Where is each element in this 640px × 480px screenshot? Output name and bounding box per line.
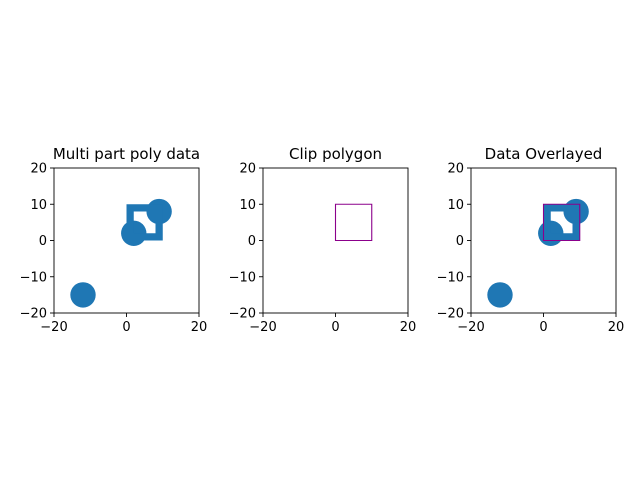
y-tick-label: 0 — [248, 234, 256, 249]
plot-area — [487, 198, 589, 308]
x-tick-label: 20 — [191, 320, 208, 335]
subplot-title: Multi part poly data — [53, 145, 200, 163]
clip-polygon-outline — [334, 203, 373, 242]
x-tick-label: −20 — [249, 320, 276, 335]
square-polygon-with-hole — [543, 204, 580, 241]
square-polygon-with-hole — [126, 204, 163, 241]
plot-area — [70, 198, 172, 308]
y-tick-label: 10 — [447, 198, 464, 213]
x-tick-label: 0 — [122, 320, 130, 335]
y-tick-label: 0 — [456, 234, 464, 249]
y-tick-label: −10 — [20, 270, 47, 285]
y-tick-label: −20 — [437, 307, 464, 322]
y-tick-label: −20 — [229, 307, 256, 322]
subplot-title: Data Overlayed — [485, 145, 603, 163]
y-tick-label: −10 — [229, 270, 256, 285]
y-tick-label: 10 — [239, 198, 256, 213]
y-tick-label: 20 — [447, 162, 464, 177]
y-tick-label: 20 — [30, 162, 47, 177]
x-tick-label: 0 — [331, 320, 339, 335]
y-tick-label: 20 — [239, 162, 256, 177]
clip-polygon-outline — [542, 203, 581, 242]
subplot-2: −20 0 20 −20 −10 0 10 20 Clip polygon — [229, 145, 417, 335]
circle-polygon-1 — [487, 282, 513, 308]
x-tick-label: 20 — [400, 320, 417, 335]
subplot-1: −20 0 20 −20 −10 0 10 20 Multi part poly data — [20, 145, 208, 335]
x-tick-label: −20 — [40, 320, 67, 335]
y-tick-label: −20 — [20, 307, 47, 322]
plot-area — [334, 203, 373, 242]
y-tick-label: 10 — [30, 198, 47, 213]
y-tick-label: −10 — [437, 270, 464, 285]
x-tick-label: 20 — [608, 320, 625, 335]
subplot-3: −20 0 20 −20 −10 0 10 20 Data Overlayed — [437, 145, 625, 335]
y-tick-label: 0 — [39, 234, 47, 249]
circle-polygon-1 — [70, 282, 96, 308]
x-tick-label: −20 — [457, 320, 484, 335]
subplot-title: Clip polygon — [289, 145, 382, 163]
x-tick-label: 0 — [539, 320, 547, 335]
